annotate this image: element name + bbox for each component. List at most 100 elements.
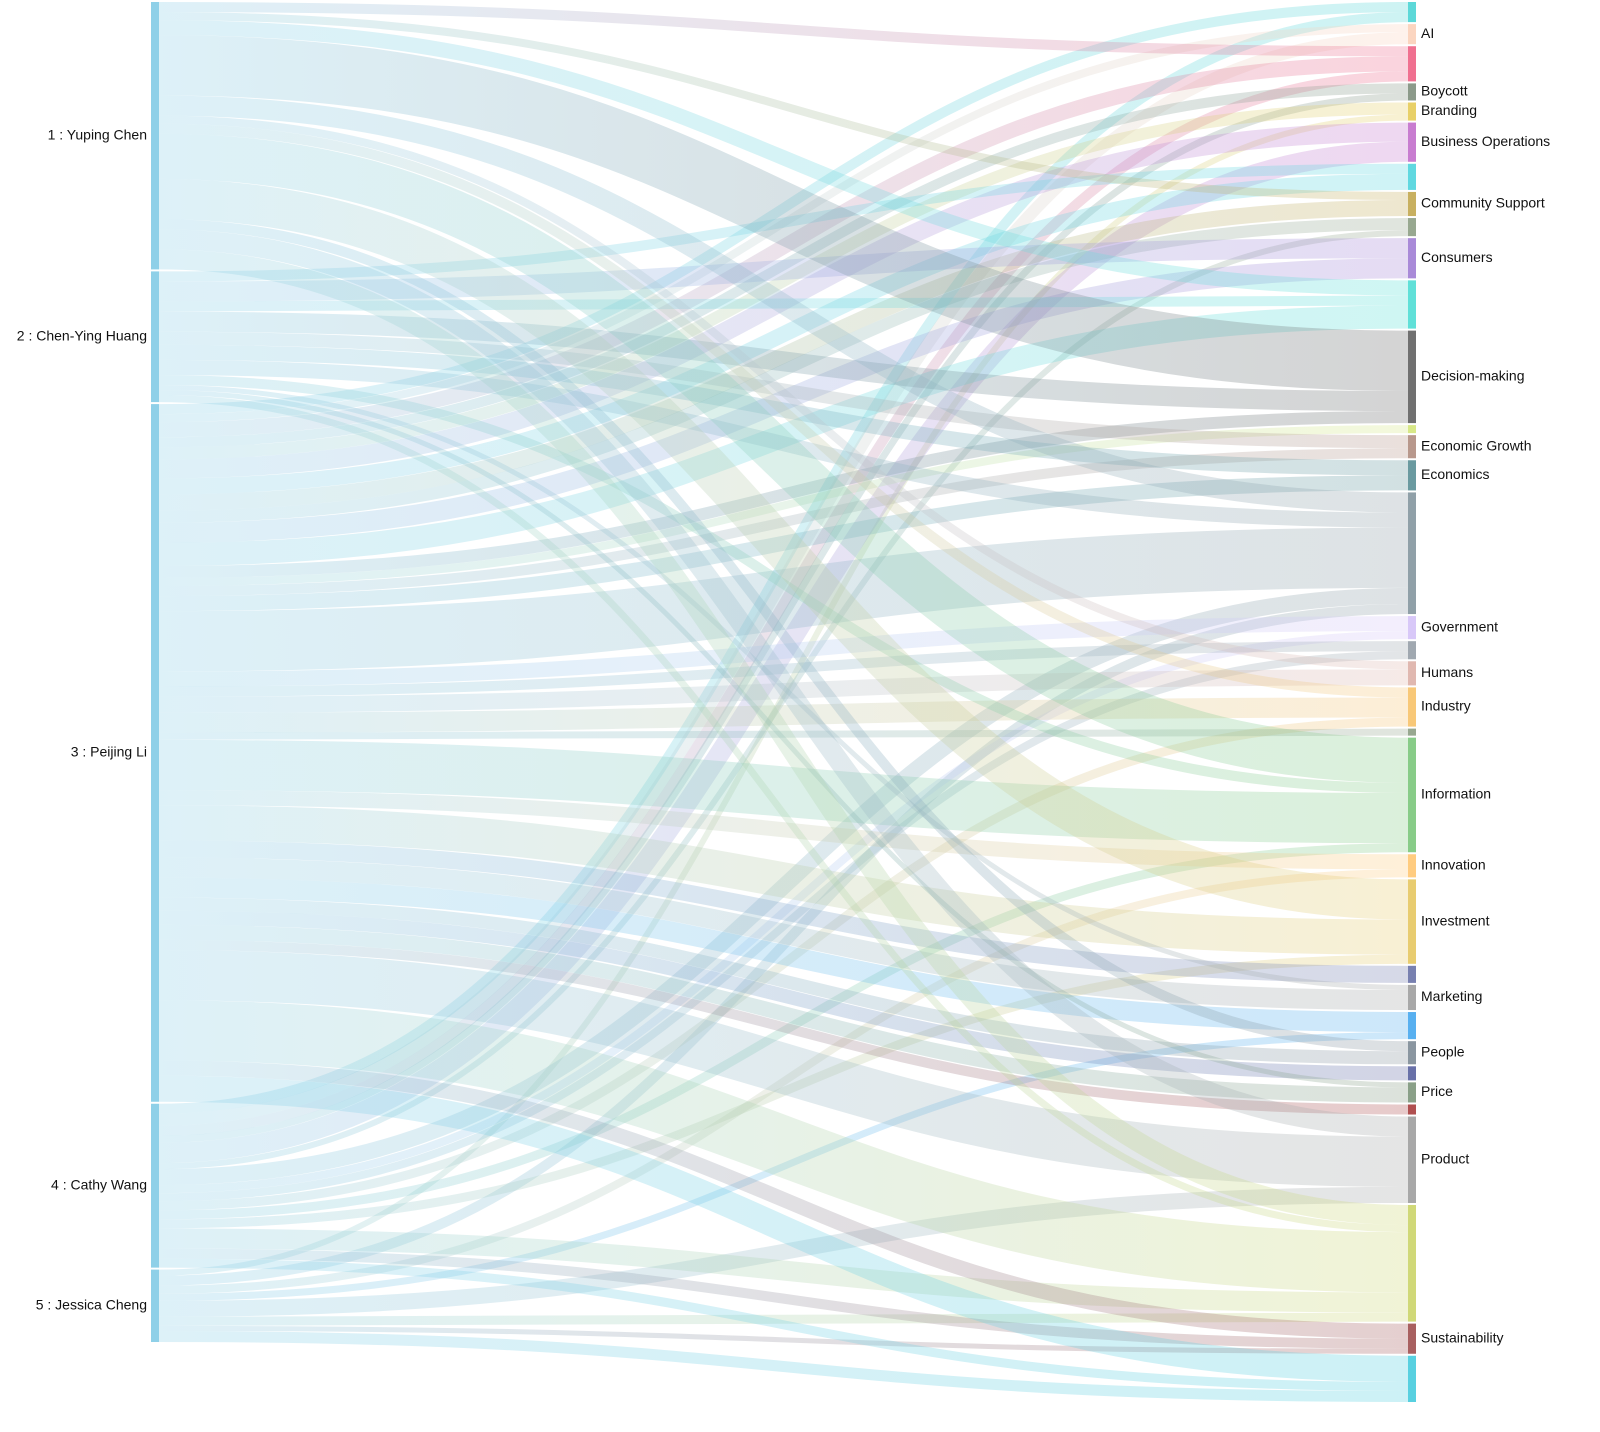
node [151,1103,159,1268]
node-label: Government [1421,618,1498,634]
node [1408,879,1416,964]
link [158,1330,1409,1402]
node [1408,238,1416,279]
node-label: 1 : Yuping Chen [48,126,147,142]
node [1408,191,1416,217]
link [158,229,1409,1137]
link [158,1258,1409,1391]
node [1408,854,1416,878]
link [158,939,1409,1115]
node [1408,2,1416,23]
node [1408,460,1416,491]
link [158,2,1409,57]
node [1408,737,1416,853]
link [158,1060,1409,1339]
link [158,219,1409,1052]
node [151,271,159,403]
link [158,20,1409,296]
node [1408,728,1416,736]
node-label: Product [1421,1150,1469,1166]
node-label: 5 : Jessica Cheng [36,1297,147,1313]
link [158,527,1409,672]
node [1408,330,1416,424]
node [1408,163,1416,190]
node [151,2,159,270]
node [1408,218,1416,237]
node-label: AI [1421,25,1434,41]
link [158,115,1409,670]
node-label: Innovation [1421,857,1486,873]
node [1408,687,1416,727]
link [158,133,1409,783]
link [158,739,1409,844]
node [1408,24,1416,45]
node-label: 3 : Peijing Li [71,744,147,760]
node [1408,1204,1416,1322]
node [1408,46,1416,82]
node [151,404,159,1102]
link [158,877,1409,1033]
link [158,12,1409,200]
node-label: Business Operations [1421,133,1550,149]
node [1408,1116,1416,1203]
node-label: Sustainability [1421,1329,1504,1345]
link [158,374,1409,793]
link [158,411,1409,579]
link [158,616,1409,687]
node-label: Branding [1421,102,1477,118]
link [158,840,1409,983]
node [1408,492,1416,615]
link [158,924,1409,1103]
node-label: Economics [1421,466,1489,482]
link [158,1248,1409,1349]
link [158,249,1409,1226]
link [158,178,1409,920]
node [1408,1082,1416,1103]
node-label: Marketing [1421,988,1482,1004]
node [1408,1355,1416,1402]
node [1408,1012,1416,1040]
node [1408,1066,1416,1081]
node [1408,122,1416,162]
link [158,1186,1409,1317]
node [1408,661,1416,686]
node [1408,1041,1416,1065]
node [1408,1104,1416,1115]
node-label: 4 : Cathy Wang [51,1176,147,1192]
link [158,123,1409,698]
node [1408,641,1416,660]
node-label: Consumers [1421,249,1493,265]
link [158,1075,1409,1382]
node-label: Industry [1421,698,1471,714]
node [1408,435,1416,459]
node-label: Price [1421,1083,1453,1099]
link [158,395,1409,1233]
node-label: Investment [1421,912,1490,928]
node-label: People [1421,1043,1465,1059]
node-label: Boycott [1421,83,1468,99]
node-label: 2 : Chen-Ying Huang [17,327,147,343]
link [158,95,1409,513]
link [158,1228,1409,1313]
node [1408,1323,1416,1354]
node [151,1269,159,1342]
node [1408,83,1416,101]
node [1408,102,1416,121]
node [1408,965,1416,983]
node-label: Community Support [1421,195,1545,211]
node-label: Decision-making [1421,368,1524,384]
link [158,897,1409,1065]
node [1408,984,1416,1011]
node-label: Economic Growth [1421,437,1531,453]
node-label: Information [1421,786,1491,802]
node [1408,616,1416,640]
link [158,173,1409,495]
node [1408,425,1416,434]
link [158,1000,1409,1293]
link [158,258,1409,543]
link [158,805,1409,955]
link [158,35,1409,391]
node [1408,280,1416,329]
node-label: Humans [1421,664,1473,680]
